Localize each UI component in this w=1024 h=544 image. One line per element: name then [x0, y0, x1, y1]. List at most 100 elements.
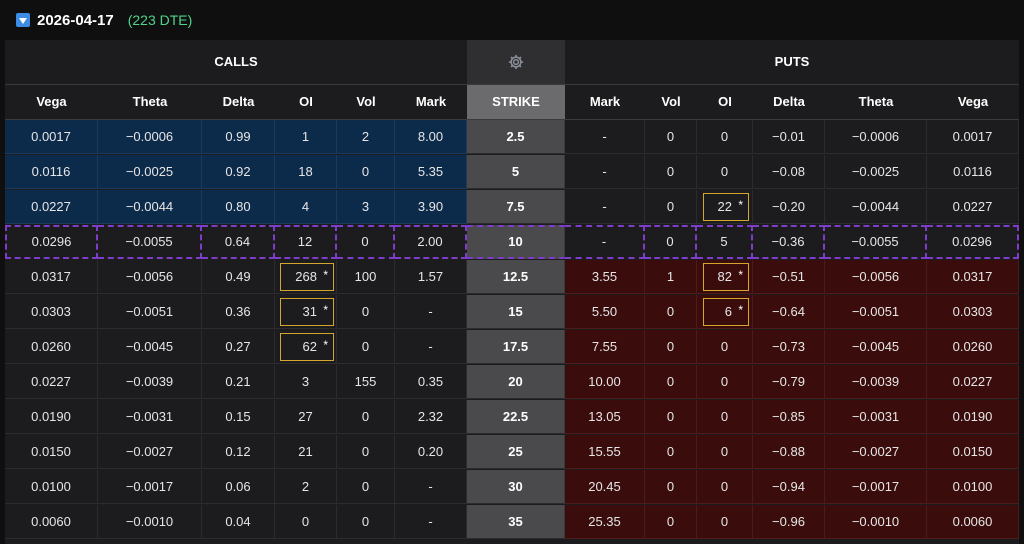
call-mark-cell[interactable]: 1.57	[395, 260, 467, 294]
call-vol-cell[interactable]: 0	[337, 330, 395, 364]
call-delta-cell[interactable]: 0.06	[202, 470, 275, 504]
put-mark-cell[interactable]: -	[565, 225, 645, 259]
put-col-header-oi[interactable]: OI	[718, 94, 732, 109]
put-theta-cell[interactable]: −0.0045	[825, 330, 927, 364]
call-mark-cell[interactable]: -	[395, 295, 467, 329]
call-delta-cell[interactable]: 0.64	[202, 225, 275, 259]
put-oi-cell[interactable]: 0	[697, 400, 753, 434]
call-oi-cell[interactable]: 0	[275, 505, 337, 539]
call-vega-cell[interactable]: 0.0227	[5, 365, 98, 399]
put-vol-cell[interactable]: 0	[645, 155, 697, 189]
put-theta-cell[interactable]: −0.0039	[825, 365, 927, 399]
call-vega-cell[interactable]: 0.0296	[5, 225, 98, 259]
call-theta-cell[interactable]: −0.0044	[98, 190, 202, 224]
call-vega-cell[interactable]: 0.0227	[5, 190, 98, 224]
strike-cell[interactable]: 2.5	[467, 120, 565, 154]
call-vol-cell[interactable]: 0	[337, 225, 395, 259]
put-col-header-mark[interactable]: Mark	[589, 94, 621, 109]
call-delta-cell[interactable]: 0.80	[202, 190, 275, 224]
call-mark-cell[interactable]: 0.20	[395, 435, 467, 469]
call-theta-cell[interactable]: −0.0017	[98, 470, 202, 504]
call-vol-cell[interactable]: 0	[337, 400, 395, 434]
strike-cell[interactable]: 7.5	[467, 190, 565, 224]
put-vega-cell[interactable]: 0.0060	[927, 505, 1019, 539]
call-vol-cell[interactable]: 0	[337, 295, 395, 329]
put-delta-cell[interactable]: −0.73	[753, 330, 825, 364]
call-mark-cell[interactable]: 3.90	[395, 190, 467, 224]
call-vol-cell[interactable]: 100	[337, 260, 395, 294]
gear-icon[interactable]	[505, 51, 527, 73]
put-vega-cell[interactable]: 0.0227	[927, 365, 1019, 399]
call-mark-cell[interactable]: 8.00	[395, 120, 467, 154]
call-delta-cell[interactable]: 0.92	[202, 155, 275, 189]
put-vol-cell[interactable]: 0	[645, 225, 697, 259]
call-mark-cell[interactable]: -	[395, 470, 467, 504]
put-vega-cell[interactable]: 0.0317	[927, 260, 1019, 294]
put-delta-cell[interactable]: −0.20	[753, 190, 825, 224]
call-vol-cell[interactable]: 3	[337, 190, 395, 224]
strike-cell[interactable]: 25	[467, 435, 565, 469]
call-mark-cell[interactable]: -	[395, 505, 467, 539]
put-mark-cell[interactable]: 25.35	[565, 505, 645, 539]
put-delta-cell[interactable]: −0.64	[753, 295, 825, 329]
strike-cell[interactable]: 35	[467, 505, 565, 539]
call-oi-cell[interactable]: 2	[275, 470, 337, 504]
put-theta-cell[interactable]: −0.0025	[825, 155, 927, 189]
put-mark-cell[interactable]: -	[565, 155, 645, 189]
call-mark-cell[interactable]: 0.35	[395, 365, 467, 399]
call-vol-cell[interactable]: 0	[337, 155, 395, 189]
put-oi-cell[interactable]: 0	[697, 155, 753, 189]
strike-col-header[interactable]: STRIKE	[467, 85, 565, 119]
call-vega-cell[interactable]: 0.0317	[5, 260, 98, 294]
put-mark-cell[interactable]: 20.45	[565, 470, 645, 504]
put-mark-cell[interactable]: 3.55	[565, 260, 645, 294]
call-oi-cell[interactable]: 21	[275, 435, 337, 469]
strike-cell[interactable]: 10	[467, 225, 565, 259]
call-delta-cell[interactable]: 0.36	[202, 295, 275, 329]
put-delta-cell[interactable]: −0.08	[753, 155, 825, 189]
call-oi-cell[interactable]: 18	[275, 155, 337, 189]
strike-cell[interactable]: 22.5	[467, 400, 565, 434]
call-oi-cell[interactable]: 268 *	[275, 260, 337, 294]
call-oi-cell[interactable]: 31 *	[275, 295, 337, 329]
put-vega-cell[interactable]: 0.0116	[927, 155, 1019, 189]
put-col-header-vega[interactable]: Vega	[957, 94, 989, 109]
call-oi-cell[interactable]: 3	[275, 365, 337, 399]
call-vol-cell[interactable]: 0	[337, 505, 395, 539]
put-vega-cell[interactable]: 0.0260	[927, 330, 1019, 364]
call-col-header-theta[interactable]: Theta	[132, 94, 168, 109]
call-oi-cell[interactable]: 4	[275, 190, 337, 224]
call-oi-cell[interactable]: 12	[275, 225, 337, 259]
call-vega-cell[interactable]: 0.0260	[5, 330, 98, 364]
call-delta-cell[interactable]: 0.99	[202, 120, 275, 154]
put-vega-cell[interactable]: 0.0227	[927, 190, 1019, 224]
put-vol-cell[interactable]: 0	[645, 470, 697, 504]
put-vol-cell[interactable]: 0	[645, 365, 697, 399]
call-vega-cell[interactable]: 0.0190	[5, 400, 98, 434]
call-mark-cell[interactable]: -	[395, 330, 467, 364]
call-delta-cell[interactable]: 0.49	[202, 260, 275, 294]
call-col-header-mark[interactable]: Mark	[415, 94, 447, 109]
put-delta-cell[interactable]: −0.96	[753, 505, 825, 539]
call-col-header-delta[interactable]: Delta	[222, 94, 255, 109]
put-delta-cell[interactable]: −0.01	[753, 120, 825, 154]
call-vega-cell[interactable]: 0.0116	[5, 155, 98, 189]
put-oi-cell[interactable]: 5	[697, 225, 753, 259]
put-mark-cell[interactable]: 5.50	[565, 295, 645, 329]
put-theta-cell[interactable]: −0.0006	[825, 120, 927, 154]
strike-cell[interactable]: 30	[467, 470, 565, 504]
put-oi-cell[interactable]: 0	[697, 365, 753, 399]
put-delta-cell[interactable]: −0.36	[753, 225, 825, 259]
call-delta-cell[interactable]: 0.12	[202, 435, 275, 469]
strike-cell[interactable]: 5	[467, 155, 565, 189]
call-vol-cell[interactable]: 0	[337, 470, 395, 504]
put-vega-cell[interactable]: 0.0017	[927, 120, 1019, 154]
put-mark-cell[interactable]: 15.55	[565, 435, 645, 469]
put-theta-cell[interactable]: −0.0044	[825, 190, 927, 224]
call-theta-cell[interactable]: −0.0039	[98, 365, 202, 399]
put-theta-cell[interactable]: −0.0056	[825, 260, 927, 294]
put-oi-cell[interactable]: 0	[697, 435, 753, 469]
call-vega-cell[interactable]: 0.0303	[5, 295, 98, 329]
call-mark-cell[interactable]: 2.32	[395, 400, 467, 434]
call-vol-cell[interactable]: 155	[337, 365, 395, 399]
